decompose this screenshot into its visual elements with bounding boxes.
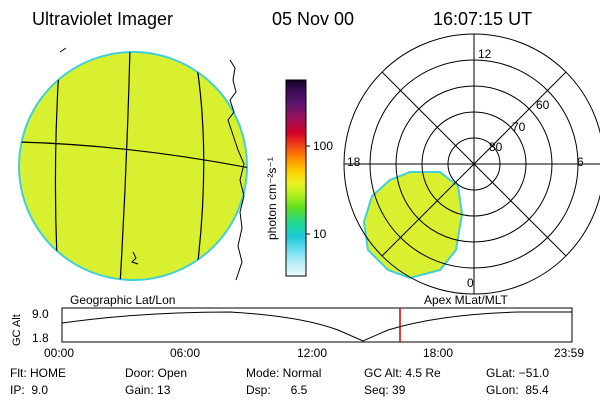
info-glon: GLon: 85.4: [486, 383, 549, 397]
polar-lat-70: 70: [512, 120, 526, 134]
timeline-xtick-1800: 18:00: [423, 346, 453, 360]
info-dsp: Dsp: 6.5: [246, 383, 308, 397]
island-mark: [131, 251, 139, 265]
info-ip: IP: 9.0: [10, 383, 48, 397]
polar-mlt-18: 18: [347, 155, 361, 169]
polar-lat-60: 60: [536, 98, 550, 112]
header-date: 05 Nov 00: [272, 9, 354, 29]
info-gain: Gain: 13: [125, 383, 171, 397]
timeline-xtick-2359: 23:59: [554, 346, 584, 360]
altitude-timeline: GC Alt 9.0 1.8 00:00 06:00 12:00 18:00 2…: [11, 307, 584, 360]
polar-lat-80: 80: [489, 140, 503, 154]
polar-diagonal: [381, 71, 567, 257]
right-panel-label: Apex MLat/MLT: [424, 293, 508, 307]
meridian-line: [194, 59, 205, 280]
meridian-line: [119, 52, 131, 280]
geographic-disk: [18, 51, 248, 281]
colorbar: 100 10 photon cm⁻²s⁻¹: [265, 79, 333, 277]
parallel-line: [19, 141, 247, 169]
timeline-xtick-0600: 06:00: [170, 346, 200, 360]
coastline: [227, 59, 245, 281]
altitude-curve: [61, 311, 572, 342]
info-gc-alt: GC Alt: 4.5 Re: [364, 366, 441, 380]
colorbar-unit-label: photon cm⁻²s⁻¹: [265, 157, 279, 240]
lon-tick-line: [59, 47, 67, 53]
polar-mlt-12: 12: [478, 47, 492, 61]
timeline-axis-label: GC Alt: [11, 314, 23, 346]
timeline-xtick-1200: 12:00: [297, 346, 327, 360]
info-footer: Flt: HOME IP: 9.0 Door: Open Gain: 13 Mo…: [10, 366, 549, 397]
info-mode: Mode: Normal: [246, 366, 321, 380]
colorbar-scale: [285, 79, 307, 277]
timeline-ytick-bottom: 1.8: [32, 331, 49, 345]
info-door: Door: Open: [125, 366, 187, 380]
geographic-image-panel: [18, 47, 248, 281]
polar-grid: [343, 33, 600, 295]
polar-image-panel: 12 18 6 0 60 70 80: [343, 33, 600, 295]
header-title: Ultraviolet Imager: [32, 9, 173, 29]
timeline-xtick-0000: 00:00: [44, 346, 74, 360]
info-seq: Seq: 39: [364, 383, 406, 397]
left-panel-label: Geographic Lat/Lon: [70, 293, 175, 307]
colorbar-tick-label-100: 100: [313, 139, 333, 153]
info-flt: Flt: HOME: [10, 366, 66, 380]
info-glat: GLat: −51.0: [486, 366, 549, 380]
header-time: 16:07:15 UT: [433, 9, 532, 29]
polar-mlt-6: 6: [577, 155, 584, 169]
polar-mlt-0: 0: [467, 276, 474, 290]
timeline-ytick-top: 9.0: [32, 307, 49, 321]
colorbar-tick-label-10: 10: [313, 227, 327, 241]
